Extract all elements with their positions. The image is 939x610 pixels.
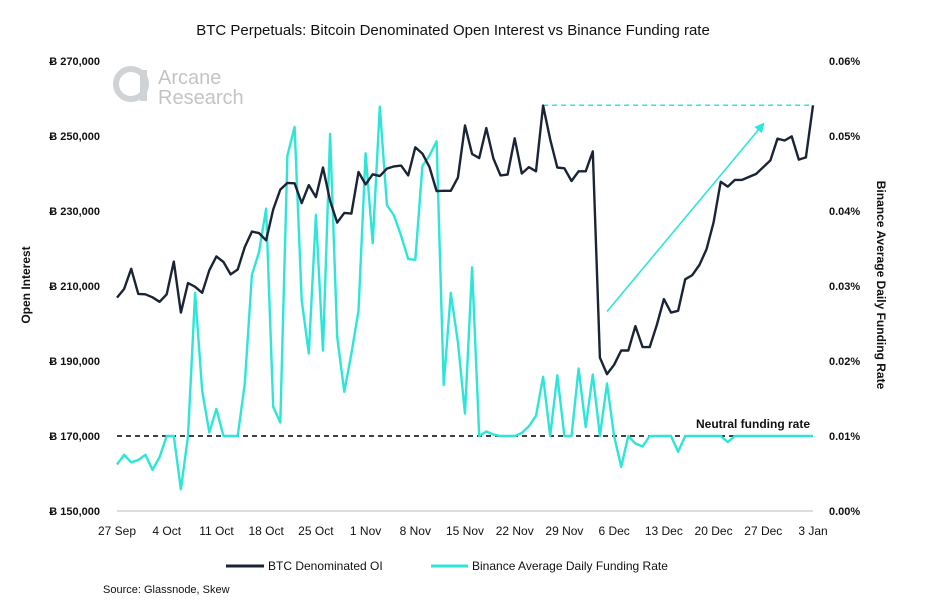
x-tick-label: 15 Nov <box>446 524 484 538</box>
y-right-tick-label: 0.03% <box>829 281 860 293</box>
legend-label-funding: Binance Average Daily Funding Rate <box>472 559 668 573</box>
trend-arrow <box>606 122 765 313</box>
y-left-tick-label: Ƀ 150,000 <box>49 506 100 518</box>
x-tick-label: 8 Nov <box>400 524 431 538</box>
series-line-oi <box>116 104 815 376</box>
y-right-tick-label: 0.02% <box>829 356 860 368</box>
y-right-tick-label: 0.01% <box>829 431 860 443</box>
legend: BTC Denominated OI Binance Average Daily… <box>226 559 668 573</box>
y-right-title: Binance Average Daily Funding Rate <box>874 181 888 390</box>
series-line-funding <box>116 105 813 491</box>
x-ticks: 27 Sep 4 Oct 11 Oct 18 Oct 25 Oct 1 Nov 8 Nov 1… <box>98 524 828 538</box>
x-tick-label: 4 Oct <box>152 524 181 538</box>
y-left-tick-label: Ƀ 210,000 <box>49 281 100 293</box>
x-tick-label: 18 Oct <box>248 524 284 538</box>
y-left-tick-label: Ƀ 230,000 <box>49 206 100 218</box>
y-right-tick-label: 0.04% <box>829 206 860 218</box>
x-tick-label: 25 Oct <box>298 524 334 538</box>
logo-text-2: Research <box>158 87 244 109</box>
y-right-tick-label: 0.00% <box>829 506 860 518</box>
legend-label-oi: BTC Denominated OI <box>268 559 383 573</box>
y-right-ticks: 0.00% 0.01% 0.02% 0.03% 0.04% 0.05% 0.06% <box>829 56 860 518</box>
y-left-tick-label: Ƀ 270,000 <box>49 56 100 68</box>
x-tick-label: 3 Jan <box>798 524 827 538</box>
x-tick-label: 13 Dec <box>645 524 683 538</box>
logo-icon-bar <box>140 70 147 101</box>
x-tick-label: 6 Dec <box>598 524 629 538</box>
y-left-tick-label: Ƀ 190,000 <box>49 356 100 368</box>
x-tick-label: 27 Dec <box>744 524 782 538</box>
logo-text-1: Arcane <box>158 67 221 89</box>
y-left-tick-label: Ƀ 250,000 <box>49 131 100 143</box>
x-tick-label: 29 Nov <box>545 524 583 538</box>
x-tick-label: 1 Nov <box>350 524 381 538</box>
x-tick-label: 11 Oct <box>199 524 234 538</box>
y-right-tick-label: 0.05% <box>829 131 860 143</box>
chart-title: BTC Perpetuals: Bitcoin Denominated Open… <box>196 22 710 39</box>
x-tick-label: 27 Sep <box>98 524 136 538</box>
neutral-funding-label: Neutral funding rate <box>696 417 810 431</box>
y-left-title: Open Interest <box>19 246 33 323</box>
x-tick-label: 22 Nov <box>496 524 534 538</box>
logo: Arcane Research <box>113 66 244 109</box>
y-left-tick-label: Ƀ 170,000 <box>49 431 100 443</box>
source-note: Source: Glassnode, Skew <box>103 584 230 596</box>
y-right-tick-label: 0.06% <box>829 56 860 68</box>
y-left-ticks: Ƀ 150,000 Ƀ 170,000 Ƀ 190,000 Ƀ 210,000 Ƀ 23… <box>49 56 100 518</box>
x-tick-label: 20 Dec <box>695 524 733 538</box>
